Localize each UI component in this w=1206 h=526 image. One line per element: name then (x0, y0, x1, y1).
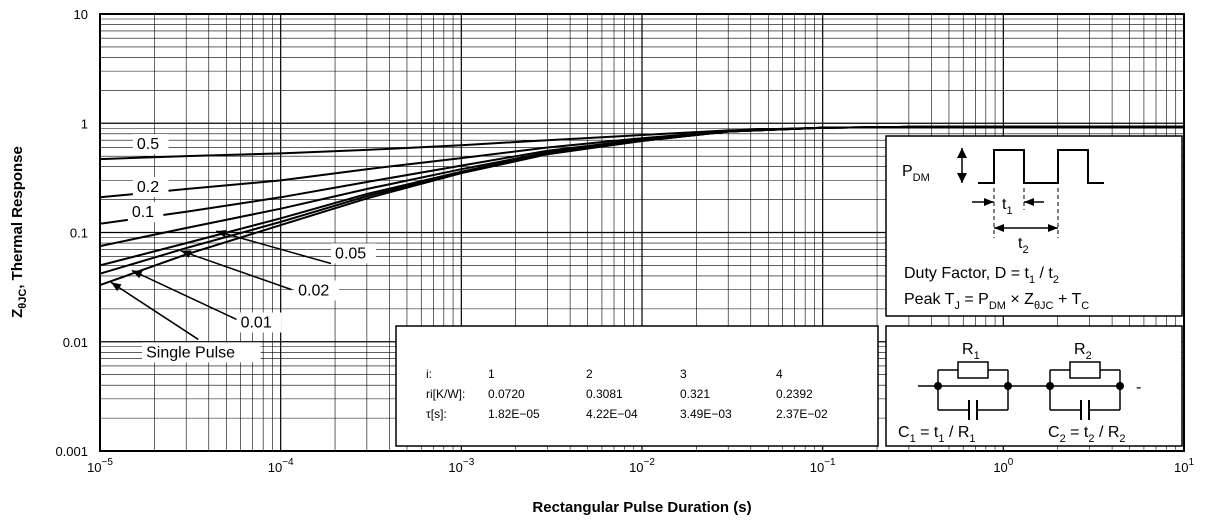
x-tick-label: 101 (1174, 457, 1194, 475)
annotation-arrow (110, 281, 199, 341)
rc-table-cell: 4 (776, 367, 783, 381)
curve-label-bg (132, 176, 169, 197)
y-axis-title-main: Z (9, 309, 26, 318)
curve-label: 0.02 (298, 283, 329, 300)
rc-table-cell: 0.3081 (586, 387, 623, 401)
curve-label: 0.05 (335, 245, 366, 262)
x-tick-label: 10−3 (448, 457, 474, 475)
pulse-waveform (978, 149, 1104, 184)
rc-table-cell: 2 (586, 367, 593, 381)
rc-table-cell: 1.82E−05 (488, 407, 540, 421)
annotation-arrowhead (131, 270, 143, 279)
y-tick-label: 10 (74, 7, 88, 22)
annotation-arrow (216, 230, 332, 265)
rc-table-cell: 2.37E−02 (776, 407, 828, 421)
curve-label-bg (142, 342, 261, 363)
rc-table-cell: 3 (680, 367, 687, 381)
rc-network-box: R1 R2 - C1 = t1 / R1 C2 = t2 / R2 (885, 325, 1183, 447)
rc-table-cell: 0.0720 (488, 387, 525, 401)
rc-table-cell: 4.22E−04 (586, 407, 638, 421)
curve-label-bg (236, 312, 282, 333)
rc-table-cell: 0.2392 (776, 387, 813, 401)
rc-dash: - (1136, 379, 1141, 396)
y-tick-label: 0.01 (63, 335, 88, 350)
curve-label: 0.5 (137, 136, 159, 153)
x-tick-label: 10−4 (268, 457, 294, 475)
resistor-r2 (1069, 361, 1101, 379)
annotation-arrowhead (180, 250, 192, 258)
c1-equation: C1 = t1 / R1 (898, 424, 976, 445)
annotation-arrowhead (216, 229, 227, 238)
curve-label-bg (294, 280, 339, 301)
curves (99, 125, 1184, 341)
curve-label: 0.2 (137, 179, 159, 196)
annotation-arrow (131, 269, 237, 321)
rc-table-cell: 1 (488, 367, 495, 381)
t1-label: t1 (1002, 196, 1013, 217)
axis-ticks: 10−5 10−4 10−3 10−2 10−1 100 1011010.10.010.00… (55, 7, 1194, 475)
pdm-label: PDM (902, 163, 930, 184)
y-tick-label: 0.1 (70, 226, 88, 241)
y-axis-title: ZθJC, Thermal Response (9, 146, 29, 318)
peak-tj-text: Peak TJ = PDM × ZθJC + TC (904, 291, 1089, 312)
rc-table-cell: τ[s]: (426, 407, 447, 421)
curve-label: Single Pulse (146, 344, 235, 361)
y-axis-title-rest: , Thermal Response (9, 146, 26, 289)
rc-table-cell: ri[K/W]: (426, 387, 465, 401)
rc-table-cell: 0.321 (680, 387, 710, 401)
curve-label: 0.01 (241, 315, 272, 332)
y-tick-label: 0.001 (55, 444, 88, 459)
plot-frame (99, 13, 1185, 452)
series-line-single-pulse (99, 125, 1184, 287)
rc-table-cells: i: 1 2 3 4 ri[K/W]: 0.0720 0.3081 0.321 0.2392 τ[s… (426, 367, 828, 421)
annotation-arrow (180, 250, 292, 291)
annotation-arrowhead (110, 282, 122, 292)
y-axis-title-sub: θJC (17, 289, 29, 309)
x-tick-label: 10−5 (87, 457, 113, 475)
rc-table-cell: i: (426, 367, 432, 381)
x-tick-label: 10−2 (629, 457, 655, 475)
rc-table-cell: 3.49E−03 (680, 407, 732, 421)
curve-label: 0.1 (132, 204, 154, 221)
curve-label-bg (127, 202, 164, 223)
r2-label: R2 (1074, 341, 1092, 362)
rc-parameter-table: i: 1 2 3 4 ri[K/W]: 0.0720 0.3081 0.321 0.2392 τ[s… (395, 325, 879, 447)
curve-label-bg (132, 134, 169, 155)
curve-label-bg (331, 243, 376, 264)
c2-equation: C2 = t2 / R2 (1048, 424, 1126, 445)
curve-labels: 0.5 0.2 0.1 0.05 0.02 0.01 Single Pulse (127, 134, 376, 363)
x-axis-title: Rectangular Pulse Duration (s) (532, 499, 751, 516)
duty-factor-text: Duty Factor, D = t1 / t2 (904, 265, 1059, 286)
resistor-r1 (957, 361, 989, 379)
pulse-info-box: PDM t1 t2 Duty Factor, D = t1 / t2 Peak … (885, 135, 1183, 317)
x-tick-label: 100 (993, 457, 1013, 475)
y-tick-label: 1 (81, 116, 88, 131)
r1-label: R1 (962, 341, 980, 362)
t2-label: t2 (1018, 235, 1029, 256)
x-tick-label: 10−1 (810, 457, 836, 475)
